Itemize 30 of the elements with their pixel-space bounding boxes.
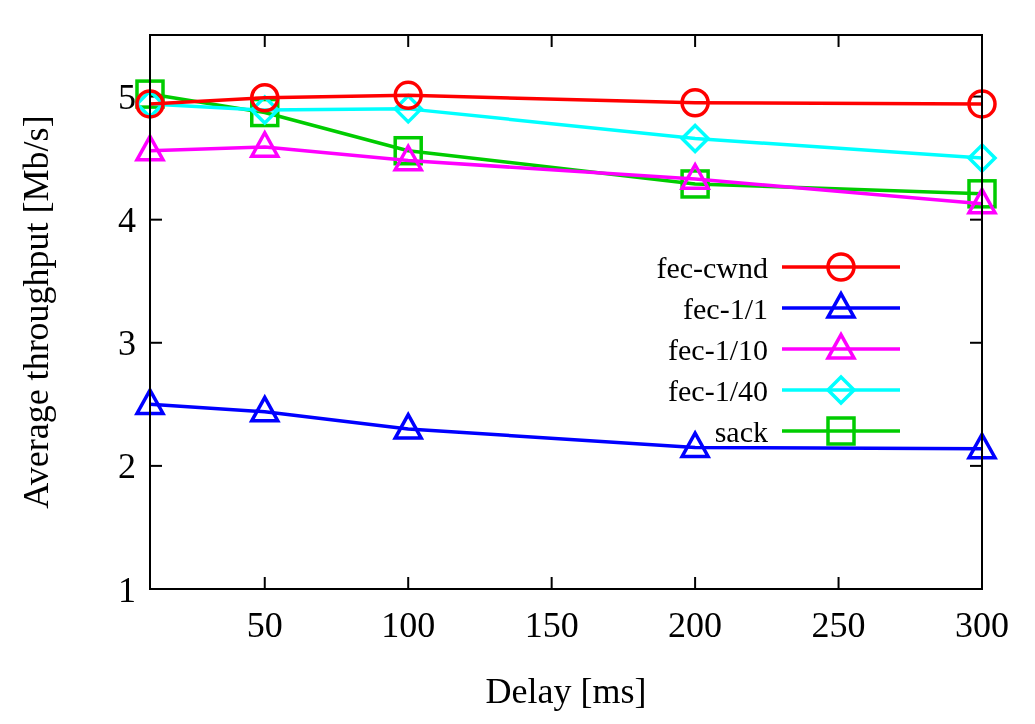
point	[967, 179, 997, 209]
point	[393, 412, 423, 440]
point	[393, 80, 423, 111]
x-tick-label: 300	[955, 605, 1009, 645]
x-axis-title: Delay [ms]	[485, 671, 647, 711]
point	[967, 432, 997, 460]
legend-label: fec-1/1	[683, 291, 768, 325]
point	[135, 388, 165, 416]
point	[250, 83, 280, 113]
y-tick-label: 3	[118, 323, 136, 364]
legend-label: sack	[714, 414, 768, 448]
y-tick-label: 2	[118, 446, 136, 487]
point	[680, 431, 710, 459]
y-tick-label: 5	[118, 77, 136, 118]
legend-label: fec-1/40	[668, 373, 768, 407]
x-tick-label: 200	[668, 605, 723, 645]
point	[967, 187, 997, 215]
y-tick-label: 1	[118, 569, 136, 610]
legend-label: fec-1/10	[668, 332, 768, 366]
x-tick-label: 250	[811, 605, 866, 645]
point	[967, 89, 997, 119]
x-tick-label: 50	[246, 605, 283, 645]
legend-label: fec-cwnd	[656, 250, 768, 284]
x-tick-label: 150	[524, 605, 579, 645]
y-tick-label: 4	[118, 200, 136, 241]
y-axis-title: Average throughput [Mb/s]	[16, 115, 56, 509]
x-tick-label: 100	[381, 605, 436, 645]
point	[967, 143, 997, 173]
point	[680, 87, 710, 118]
point	[680, 123, 710, 154]
